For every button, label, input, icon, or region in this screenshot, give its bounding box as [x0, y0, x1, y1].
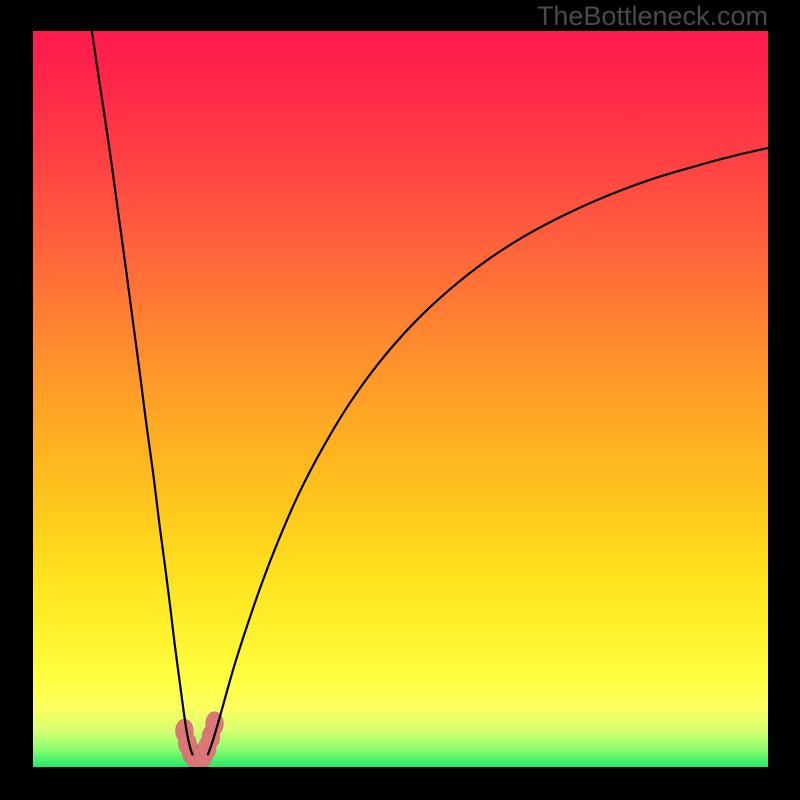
plot-area: [33, 31, 768, 767]
chart-frame: TheBottleneck.com: [0, 0, 800, 800]
curve-layer: [33, 31, 768, 767]
curve-right-branch: [208, 148, 768, 754]
bottom-markers-group: [176, 712, 224, 767]
watermark-text: TheBottleneck.com: [537, 1, 768, 32]
curve-left-branch: [92, 31, 193, 754]
